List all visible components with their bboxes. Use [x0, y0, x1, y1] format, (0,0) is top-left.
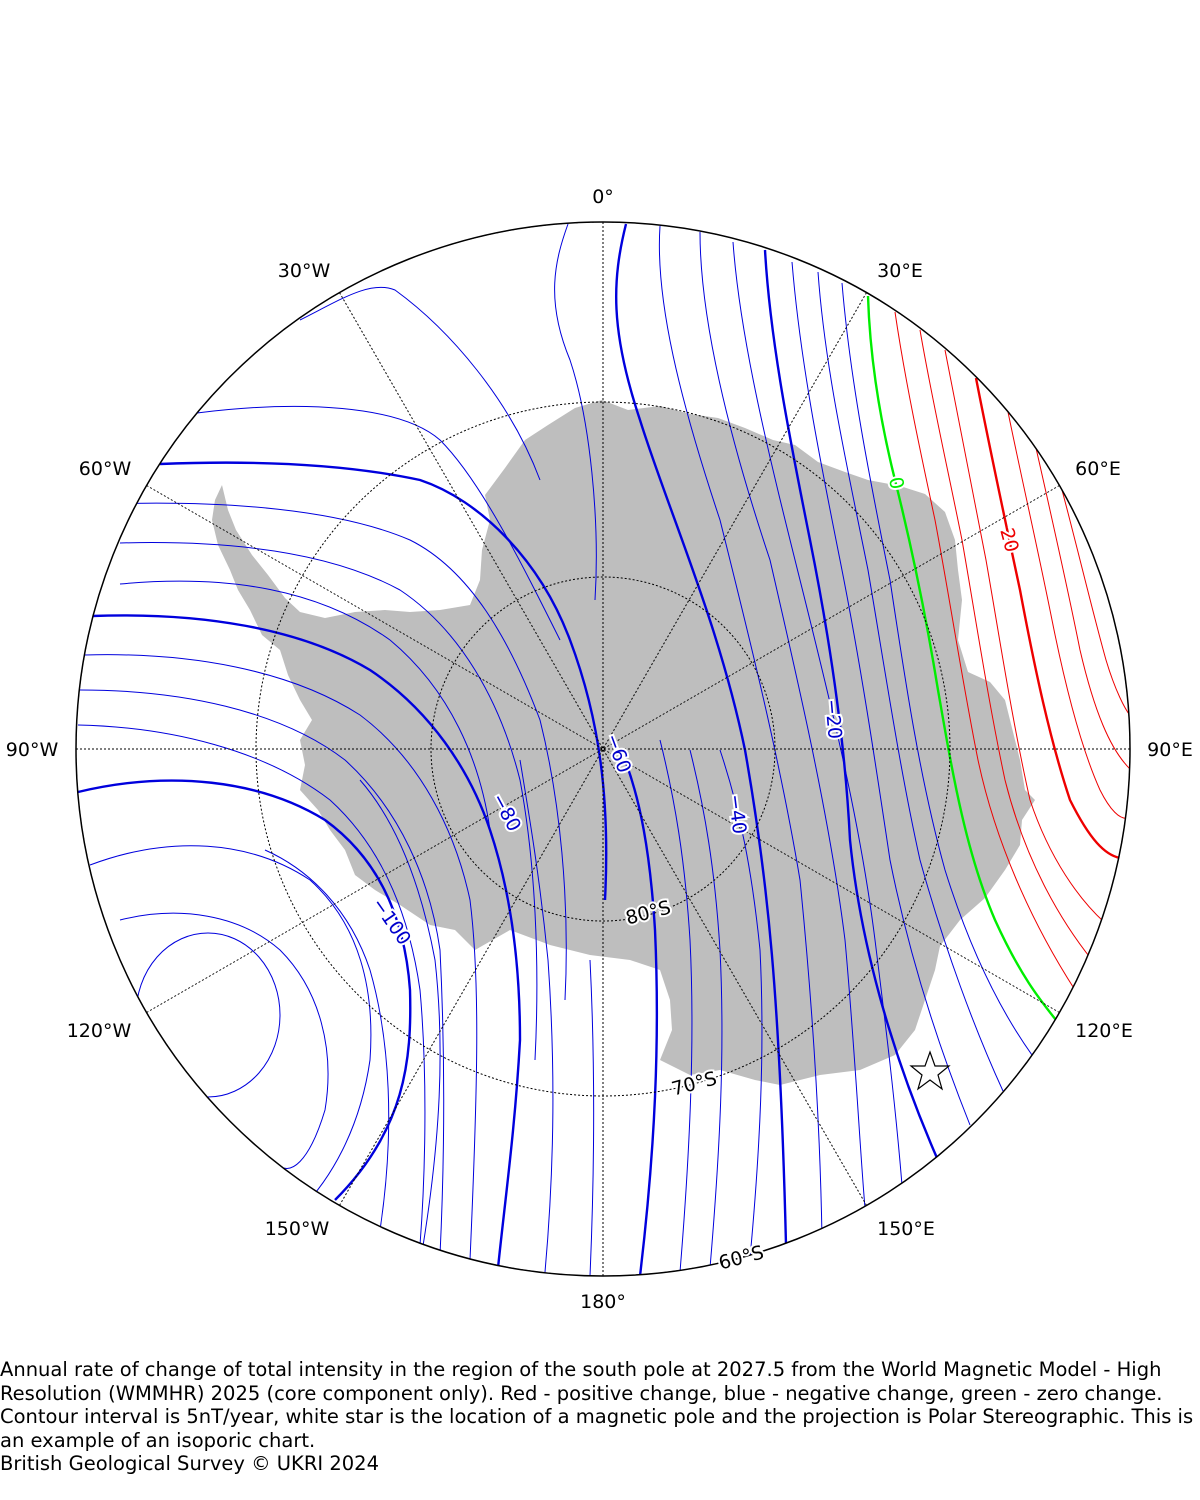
- contour-line: [659, 739, 693, 1273]
- meridian-labels: 0° 30°E 60°E 90°E 120°E 150°E 180° 150°W…: [6, 186, 1193, 1313]
- contour-line: [554, 223, 597, 601]
- caption-credit: British Geological Survey © UKRI 2024: [0, 1452, 379, 1475]
- polar-stereographic-map: 0° 30°E 60°E 90°E 120°E 150°E 180° 150°W…: [6, 186, 1193, 1313]
- contour-line: [519, 759, 554, 1273]
- contour-line: [732, 241, 903, 1186]
- contour-line: [119, 580, 491, 831]
- contour-line: [84, 654, 478, 1261]
- contour-line: [841, 282, 1033, 1056]
- contour-line: [623, 759, 659, 1276]
- contour-line: [719, 749, 763, 1259]
- caption-text: Annual rate of change of total intensity…: [0, 1358, 1194, 1452]
- contour-line: [104, 502, 567, 1001]
- contour-line: [359, 779, 441, 1247]
- contour-line: [763, 249, 939, 1159]
- contour-line: [159, 461, 608, 901]
- contour-line: [791, 261, 971, 1126]
- meridian-label: 150°E: [877, 1218, 935, 1240]
- map-boundary: [75, 221, 1131, 1277]
- meridian-label: 150°W: [265, 1218, 330, 1240]
- contour-line: [77, 724, 426, 1246]
- contour-line: [1007, 411, 1129, 819]
- contour-line: [589, 959, 595, 1276]
- contour-line: [699, 231, 866, 1209]
- positive-contours: [894, 311, 1130, 991]
- meridian-label: 60°E: [1075, 458, 1121, 480]
- zero-contour: [866, 295, 1057, 1021]
- contour-line: [79, 689, 445, 1256]
- meridian-label: 30°W: [278, 260, 331, 282]
- meridian-label: 90°E: [1147, 739, 1193, 761]
- parallel-label: 70°S: [669, 1067, 719, 1100]
- meridian-label: 90°W: [6, 739, 59, 761]
- caption: Annual rate of change of total intensity…: [0, 1358, 1195, 1476]
- contour-line: [817, 271, 1004, 1092]
- contour-line: [974, 377, 1121, 860]
- antarctica-landmass: [212, 400, 1035, 1085]
- graticule: [76, 222, 1130, 1276]
- parallel-80s: [430, 576, 776, 922]
- parallel-label: 60°S: [716, 1241, 766, 1274]
- contour-line: [658, 225, 823, 1239]
- contour-line: [1061, 489, 1130, 719]
- contour-line: [689, 749, 723, 1269]
- meridian-label: 0°: [592, 186, 614, 208]
- meridian-label: 30°E: [877, 260, 923, 282]
- meridian-label: 120°W: [67, 1020, 132, 1042]
- meridian-label: 60°W: [79, 458, 132, 480]
- contour-line: [615, 223, 788, 1246]
- contour-line: [196, 405, 561, 641]
- contour-label: 20: [995, 526, 1023, 555]
- contour-line: [919, 329, 1093, 961]
- magnetic-pole-star-icon: [909, 1050, 951, 1091]
- contour-label: −20: [820, 698, 845, 740]
- contour-line: [1035, 447, 1130, 771]
- contour-line: [894, 311, 1076, 991]
- meridian-label: 180°: [580, 1291, 626, 1313]
- contour-line: [77, 779, 412, 1201]
- meridian-label: 120°E: [1075, 1020, 1133, 1042]
- contour-line: [119, 542, 538, 1061]
- contour-line: [119, 912, 329, 1169]
- contour-line: [135, 932, 281, 1098]
- contour-line: [944, 349, 1105, 923]
- contour-line: [264, 849, 390, 1231]
- contour-line: [89, 845, 372, 1211]
- contour-line: [299, 286, 541, 481]
